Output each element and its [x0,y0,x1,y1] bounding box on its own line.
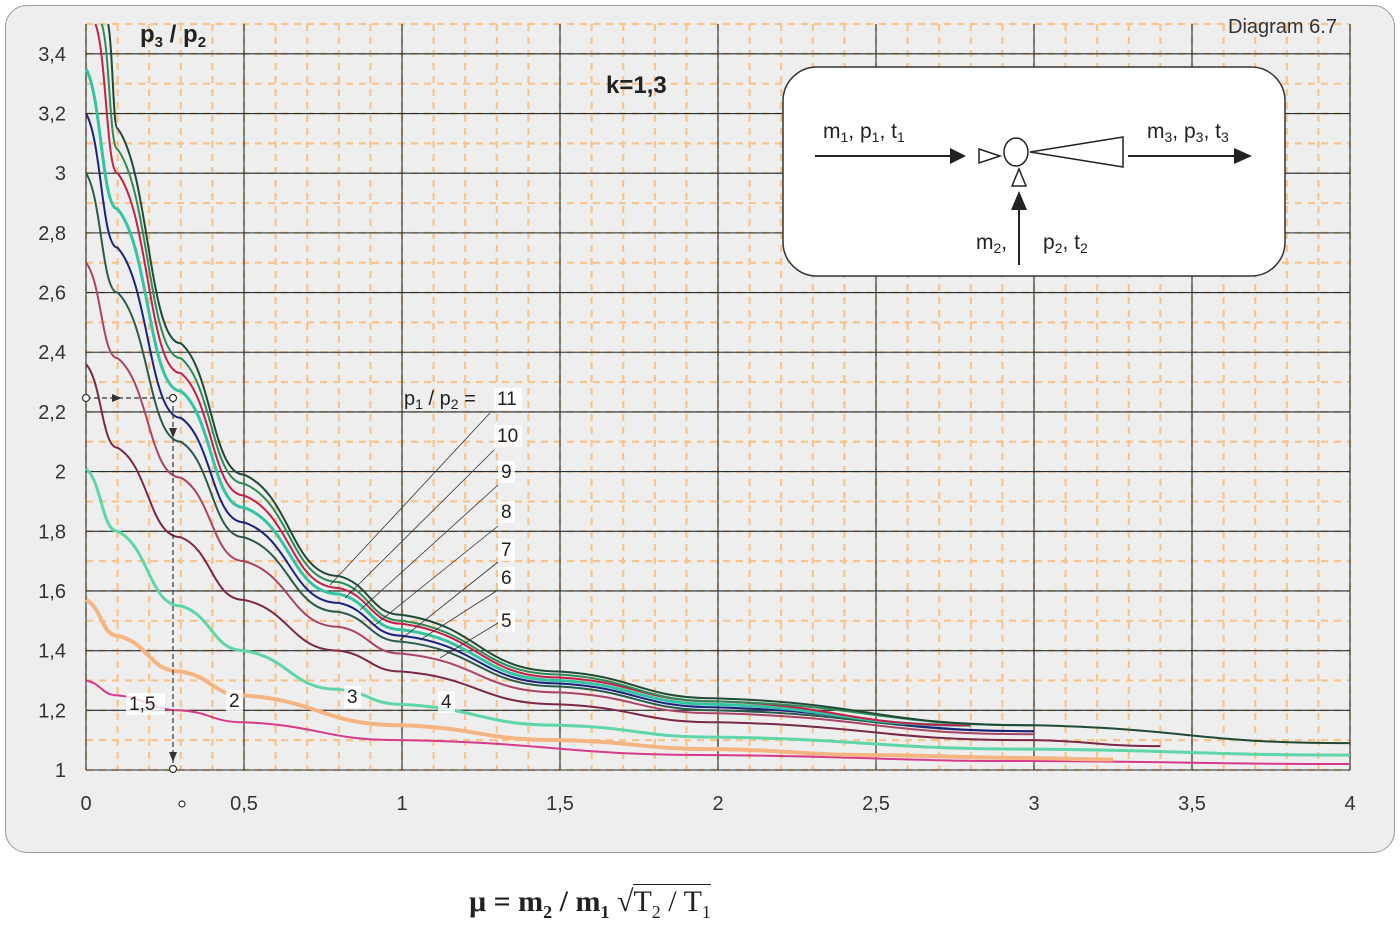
legend-title: p1 / p2 = [404,388,476,412]
curve-label-6: 6 [501,568,512,589]
curve-label-bg [498,567,515,589]
curve-label-bg [494,388,522,410]
x-tick-label: 3,5 [1178,793,1206,815]
y-tick-label: 3,4 [38,44,66,66]
leader-line-8 [374,525,499,626]
leader-line-7 [399,561,499,641]
svg-text:m1, p1, t1: m1, p1, t1 [823,120,905,145]
curve-label-11: 11 [497,389,517,410]
y-tick-label: 2,6 [38,283,66,305]
curve-label-9: 9 [501,462,512,483]
y-tick-label: 1,4 [38,641,66,663]
curve-label-7: 7 [501,540,512,561]
y-tick-label: 1,8 [38,521,66,543]
y-tick-label: 1,6 [38,581,66,603]
x-tick-label: 1 [396,793,407,815]
series-line-7 [85,113,1035,733]
series-line-2 [84,598,1114,762]
series-line-6 [85,172,1035,733]
k-annotation: k=1,3 [606,72,667,99]
svg-text:m3, p3, t3: m3, p3, t3 [1147,120,1229,145]
curve-label-1-5: 1,5 [129,694,155,715]
curve-label-3: 3 [347,687,358,708]
curve-label-bg [494,425,522,447]
svg-text:p2, t2: p2, t2 [1043,231,1088,256]
series-line-10 [100,23,1035,727]
y-tick-label: 2 [55,462,66,484]
svg-text:m2,: m2, [976,231,1007,256]
example-reading [81,393,186,808]
y-tick-label: 3,2 [38,104,66,126]
chart-title: Diagram 6.7 [1228,16,1337,38]
leader-line-6 [419,589,499,641]
x-axis-label: μ = m2 / m1 √T2 / T1 [469,884,711,922]
curve-label-10: 10 [497,426,518,447]
leader-line-9 [359,484,499,611]
curve-label-bg [126,693,165,715]
curve-label-2: 2 [229,691,240,712]
x-tick-label: 4 [1344,793,1355,815]
x-tick-label: 2 [712,793,723,815]
x-tick-label: 3 [1028,793,1039,815]
series-line-5 [85,262,1035,736]
leader-line-5 [439,622,499,659]
label-layer: 1,5 2 3 4 5 6 7 8 9 10 11 [126,388,522,715]
y-tick-label: 2,4 [38,342,66,364]
tick-layer: 0 0,5 1 1,5 2 2,5 3 3,5 4 1 1,2 1,4 1,6 1,8 2 2,2 2,4 2,6… [38,44,1355,815]
curve-label-bg [498,461,515,483]
leader-line-10 [344,449,495,599]
x-tick-label: 0 [80,793,91,815]
y-tick-label: 2,2 [38,402,66,424]
y-tick-label: 2,8 [38,223,66,245]
ejector-inset: m1, p1, t1 m3, p3, t3 m2, p2, t2 [782,66,1286,277]
leader-line-11 [329,412,491,586]
y-tick-label: 1 [55,760,66,782]
y-axis-label: p3 / p2 [140,21,206,51]
curve-label-bg [438,691,455,713]
svg-text:p3 / p2: p3 / p2 [140,21,206,51]
y-tick-label: 3 [55,163,66,185]
curve-label-8: 8 [501,502,512,523]
curve-label-4: 4 [441,692,452,713]
curve-label-bg [344,686,361,708]
curve-label-bg [498,501,515,523]
series-line-4 [85,363,1161,748]
curve-label-bg [226,690,243,712]
svg-text:p1 / p2 =: p1 / p2 = [404,388,476,412]
x-tick-label: 2,5 [862,793,890,815]
x-tick-label: 1,5 [546,793,574,815]
curve-label-5: 5 [501,611,512,632]
curve-label-bg [498,539,515,561]
series-line-11 [107,23,1351,745]
y-tick-label: 1,2 [38,700,66,722]
x-tick-label: 0,5 [230,793,258,815]
curve-label-bg [498,610,515,632]
series-line-8 [84,68,971,727]
